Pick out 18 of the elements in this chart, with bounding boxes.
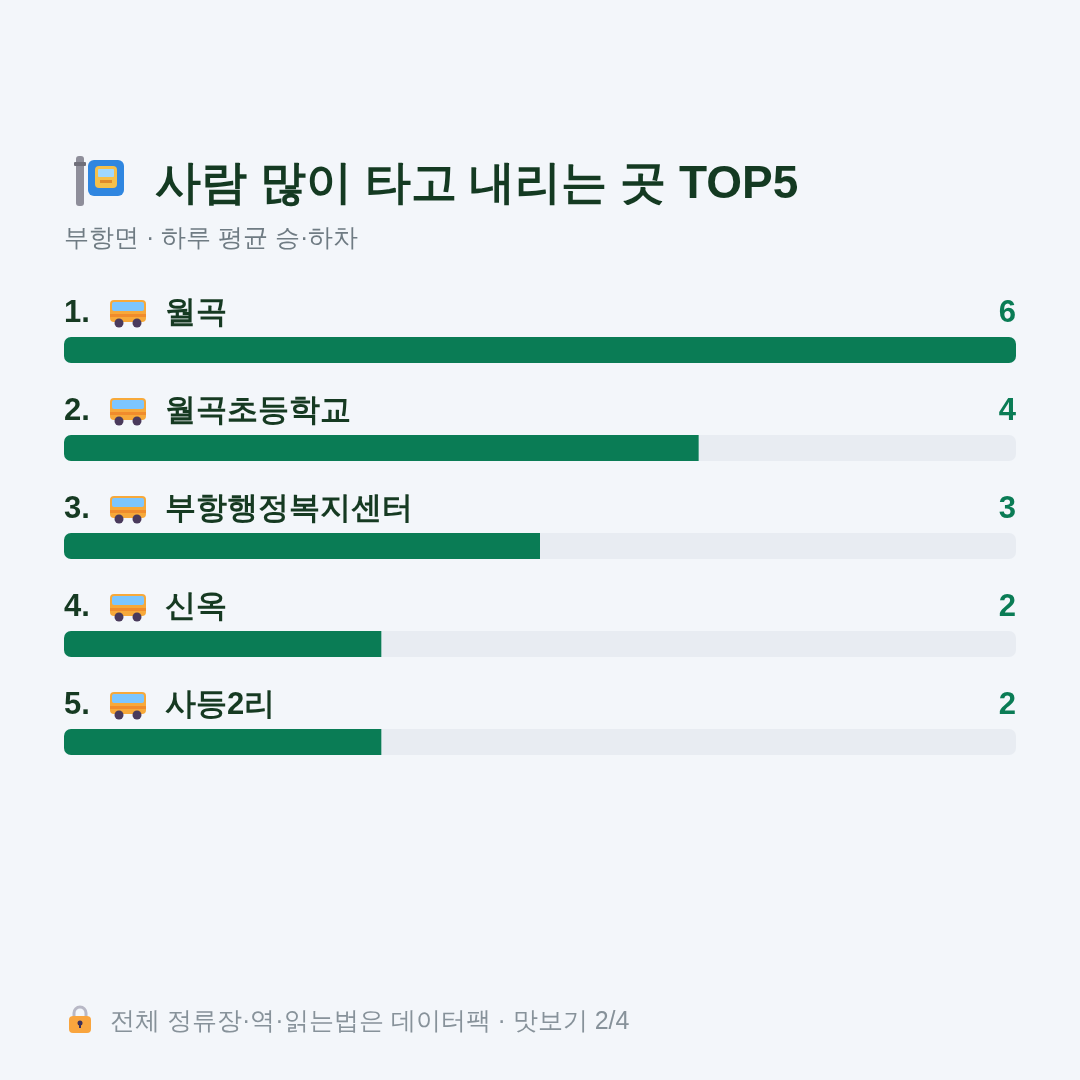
subtitle: 부항면 · 하루 평균 승·하차 (64, 223, 359, 251)
category-rank: 4. (64, 588, 90, 623)
value-label: 2 (998, 686, 1016, 721)
title: 사람 많이 타고 내리는 곳 TOP5 (155, 156, 799, 208)
category-label: 월곡초등학교 (165, 392, 351, 427)
category-label: 사등2리 (165, 686, 276, 721)
category-rank: 2. (64, 392, 90, 427)
category-rank: 1. (64, 294, 90, 329)
category-rank: 3. (64, 490, 90, 525)
category-rank: 5. (64, 686, 90, 721)
annotation: 전체 정류장·역·읽는법은 데이터팩 · 맛보기 2/4 (110, 1006, 630, 1034)
value-label: 2 (998, 588, 1016, 623)
category-label: 월곡 (165, 294, 227, 329)
value-label: 3 (998, 490, 1016, 525)
category-label: 신옥 (165, 588, 227, 623)
value-label: 6 (998, 294, 1016, 329)
category-label: 부항행정복지센터 (165, 490, 413, 525)
value-label: 4 (998, 392, 1016, 427)
